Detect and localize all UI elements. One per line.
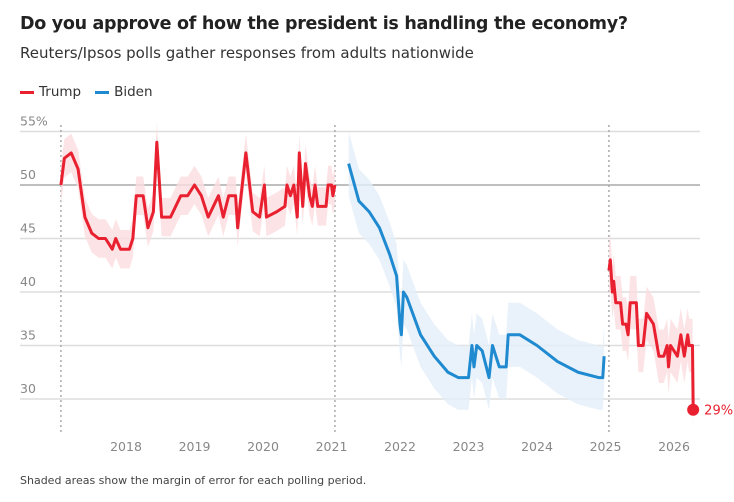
legend-swatch-trump (20, 90, 34, 94)
series-line-trump (607, 258, 695, 410)
y-tick-label: 45 (20, 221, 36, 236)
legend: Trump Biden (20, 84, 153, 100)
legend-label-biden: Biden (114, 84, 153, 100)
x-tick-label: 2025 (590, 439, 622, 454)
x-tick-label: 2020 (247, 439, 279, 454)
legend-label-trump: Trump (39, 84, 82, 100)
y-tick-label: 30 (20, 381, 36, 396)
margin-band-trump (608, 233, 694, 437)
margin-band-biden (348, 131, 605, 410)
x-tick-label: 2019 (179, 439, 211, 454)
x-tick-label: 2026 (658, 439, 690, 454)
legend-item-biden: Biden (95, 84, 153, 100)
x-tick-label: 2023 (453, 439, 485, 454)
margin-band-trump (60, 122, 335, 269)
x-tick-label: 2021 (316, 439, 348, 454)
y-tick-label: 35 (20, 328, 36, 343)
x-tick-label: 2018 (110, 439, 142, 454)
x-tick-label: 2022 (384, 439, 416, 454)
end-point-label: 29% (704, 404, 733, 419)
series-line-biden (347, 163, 606, 380)
x-tick-label: 2024 (521, 439, 553, 454)
end-point-marker (687, 403, 700, 416)
y-tick-label: 50 (20, 167, 36, 182)
y-tick-label: 40 (20, 274, 36, 289)
chart-subtitle: Reuters/Ipsos polls gather responses fro… (20, 44, 474, 62)
legend-item-trump: Trump (20, 84, 81, 100)
series-line-trump (59, 140, 337, 251)
chart-title: Do you approve of how the president is h… (20, 14, 628, 34)
y-tick-label: 55% (20, 114, 48, 129)
legend-swatch-biden (95, 90, 110, 94)
footnote: Shaded areas show the margin of error fo… (20, 474, 367, 487)
